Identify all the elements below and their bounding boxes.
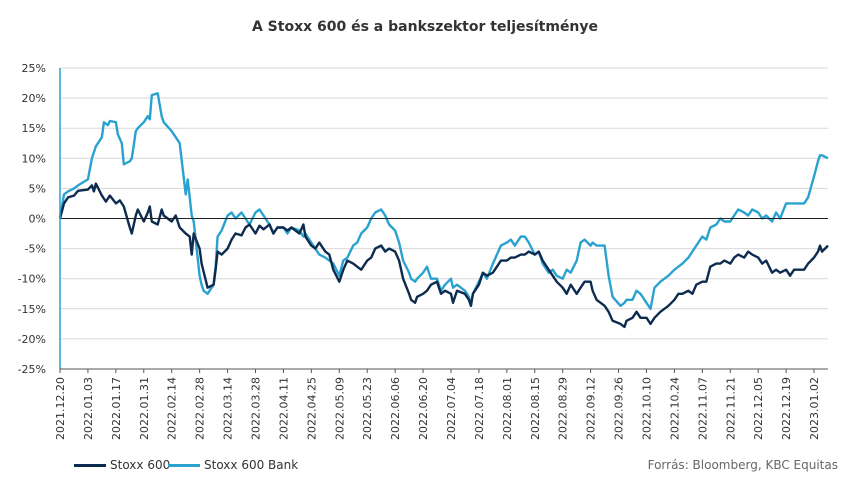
x-tick-label: 2022.03.14 (222, 377, 235, 440)
x-tick-label: 2022.04.11 (277, 377, 290, 440)
axes (59, 68, 828, 370)
y-tick-label: -20% (18, 333, 46, 346)
x-tick-label: 2021.12.20 (54, 377, 67, 440)
x-tick-label: 2022.09.26 (613, 377, 626, 440)
x-tick-label: 2022.03.28 (249, 377, 262, 440)
y-tick-label: 10% (22, 152, 46, 165)
x-tick-label: 2022.05.09 (333, 377, 346, 440)
legend-label-stoxx600: Stoxx 600 (110, 458, 171, 472)
y-tick-label: 15% (22, 122, 46, 135)
chart-title: A Stoxx 600 és a bankszektor teljesítmén… (251, 19, 599, 35)
x-tick-label: 2022.12.05 (752, 377, 765, 440)
x-tick-label: 2022.10.10 (640, 377, 653, 440)
series-line-stoxx600 (58, 182, 829, 329)
x-tick-label: 2023.01.02 (808, 377, 821, 440)
x-tick-label: 2022.08.01 (501, 377, 514, 440)
x-tick-label: 2022.01.31 (138, 377, 151, 440)
legend-swatch-stoxx600-bank (168, 463, 200, 467)
x-tick-label: 2022.01.17 (110, 377, 123, 440)
y-tick-label: 5% (29, 182, 46, 195)
legend-swatch-stoxx600 (74, 463, 106, 467)
x-tick-label: 2022.02.14 (166, 377, 179, 440)
y-axis-ticks: 25% 20% 15% 10% 5% 0% -5% -10% -15% -20% -25% (18, 62, 46, 376)
y-tick-label: 20% (22, 92, 46, 105)
x-tick-label: 2022.11.21 (724, 377, 737, 440)
x-tick-label: 2022.10.24 (668, 377, 681, 440)
x-tick-label: 2022.07.04 (445, 377, 458, 440)
y-tick-label: -15% (18, 303, 46, 316)
y-tick-label: 0% (29, 213, 46, 226)
series-line-stoxx600-bank (58, 92, 829, 310)
x-tick-label: 2022.11.07 (696, 377, 709, 440)
x-tick-label: 2022.06.20 (417, 377, 430, 440)
x-tick-label: 2022.01.03 (82, 377, 95, 440)
x-tick-label: 2022.06.06 (389, 377, 402, 440)
x-tick-label: 2022.12.19 (780, 377, 793, 440)
legend-item-stoxx600: Stoxx 600 (74, 458, 170, 472)
x-tick-label: 2022.08.29 (557, 377, 570, 440)
y-tick-label: -5% (25, 243, 46, 256)
source-note: Forrás: Bloomberg, KBC Equitas (647, 458, 838, 472)
x-axis-ticks: 2021.12.20 2022.01.03 2022.01.17 2022.01.31… (54, 369, 821, 440)
x-tick-label: 2022.08.15 (529, 377, 542, 440)
legend-item-stoxx600-bank: Stoxx 600 Bank (168, 458, 298, 472)
series-lines (58, 92, 829, 329)
y-tick-label: 25% (22, 62, 46, 75)
legend-label-stoxx600-bank: Stoxx 600 Bank (204, 458, 299, 472)
y-tick-label: -25% (18, 363, 46, 376)
x-tick-label: 2022.04.25 (305, 377, 318, 440)
x-tick-label: 2022.07.18 (473, 377, 486, 440)
x-tick-label: 2022.09.12 (585, 377, 598, 440)
x-tick-label: 2022.05.23 (361, 377, 374, 440)
y-tick-label: -10% (18, 273, 46, 286)
x-tick-label: 2022.02.28 (194, 377, 207, 440)
